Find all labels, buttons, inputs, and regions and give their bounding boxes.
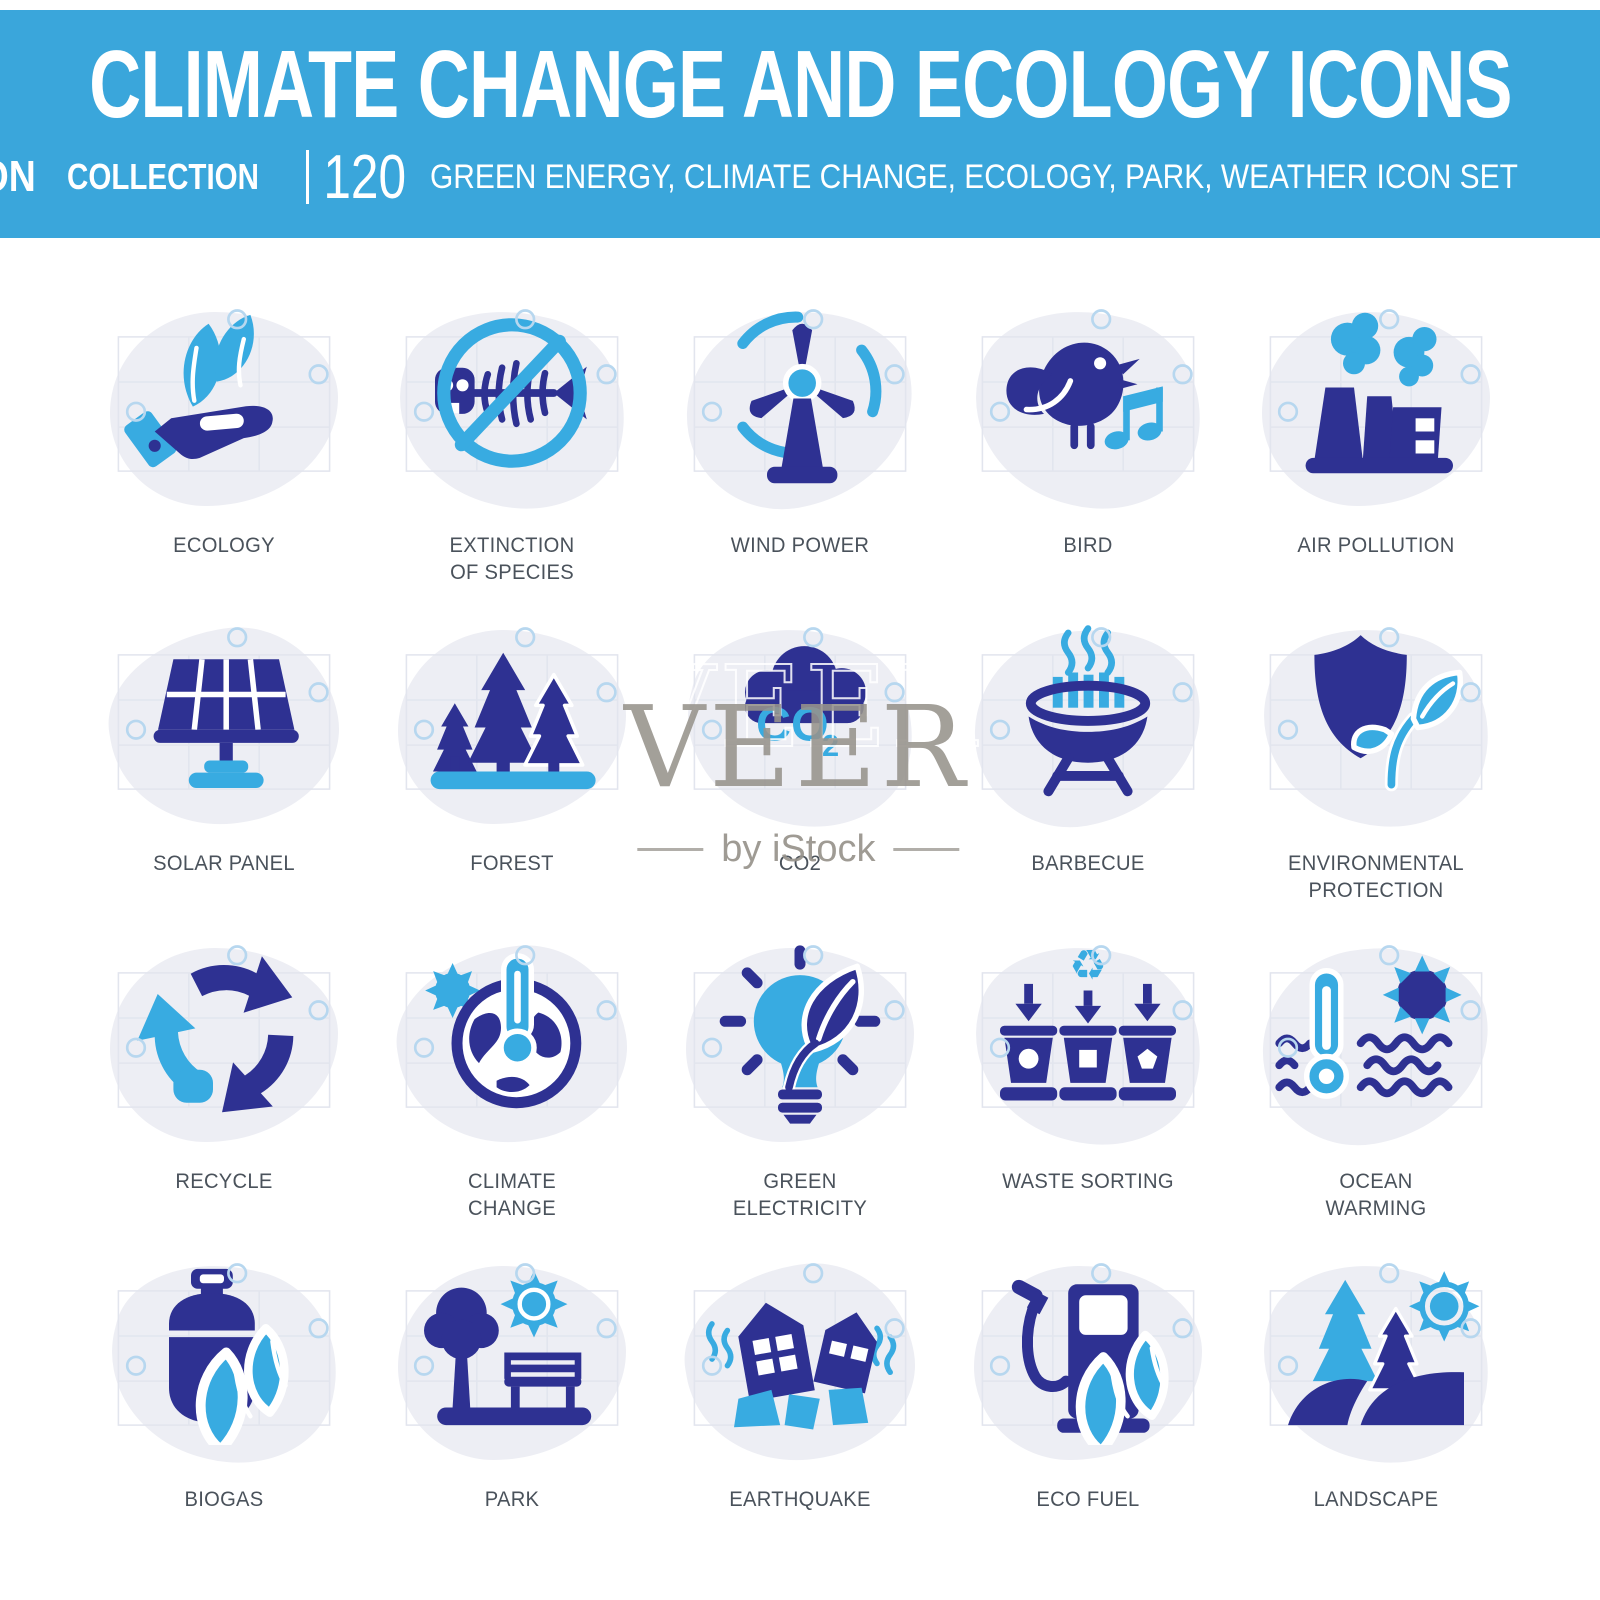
icon-label: WASTE SORTING [1002,1170,1174,1193]
icon-label: ECOLOGY [173,534,275,557]
header-banner: CLIMATE CHANGE AND ECOLOGY ICONS ICON CO… [0,10,1600,238]
icon-card-bird: BIRD [944,287,1232,614]
icon-card-waste-sorting: ♻ [944,923,1232,1250]
icon-art [1232,1241,1520,1485]
waste-sorting-icon: ♻ [1000,942,1176,1101]
eco-fuel-icon [1011,1279,1169,1445]
icon-art [1232,605,1520,849]
icon-art [1232,296,1520,528]
icon-grid: ECOLOGY [80,287,1520,1568]
icon-art [80,296,368,528]
icon-card-co2: CO 2 CO2 [656,605,944,932]
icon-label: CO2 [778,852,822,875]
icon-label: ENVIRONMENTAL PROTECTION [1288,852,1464,902]
icon-label: PARK [484,1488,540,1511]
icon-label: GREEN ELECTRICITY [732,1170,868,1220]
environmental-protection-icon [1314,635,1464,792]
icon-label: OCEAN WARMING [1325,1170,1427,1220]
icon-label: LANDSCAPE [1313,1488,1439,1511]
icon-art [368,614,656,846]
icon-label: AIR POLLUTION [1297,534,1455,557]
recycle-icon [128,942,320,1127]
recycle-glyph: ♻ [1069,942,1106,990]
green-electricity-icon [719,945,881,1124]
ecology-icon [124,308,273,468]
icon-card-earthquake: EARTHQUAKE [656,1247,944,1568]
icon-card-air-pollution: AIR POLLUTION [1232,296,1520,614]
icon-card-solar-panel: SOLAR PANEL [80,611,368,932]
icon-label: BARBECUE [1031,852,1145,875]
icon-card-barbecue: BARBECUE [944,611,1232,932]
ocean-warming-icon [1275,955,1462,1099]
icon-label: ECO FUEL [1036,1488,1140,1511]
icon-card-wind-power: WIND POWER [656,293,944,614]
icon-card-environmental-protection: ENVIRONMENTAL PROTECTION [1232,605,1520,932]
icon-card-extinction-of-species: EXTINCTION OF SPECIES [368,287,656,614]
collection-label: COLLECTION [66,156,259,198]
icon-art [944,1250,1232,1482]
icon-art [368,1250,656,1482]
icon-art [656,932,944,1164]
icon-art [656,293,944,528]
icon-label: BIOGAS [184,1488,264,1511]
svg-text:CO: CO [756,698,829,752]
icon-art [656,1247,944,1482]
icon-card-ecology: ECOLOGY [80,296,368,614]
icon-art [944,287,1232,531]
icon-label: RECYCLE [175,1170,273,1193]
landscape-icon [1288,1271,1480,1426]
icon-label: WIND POWER [730,534,870,557]
icon-art: CO 2 [656,605,944,849]
icon-art [368,929,656,1164]
icon-card-biogas: BIOGAS [80,1241,368,1568]
poster-subtitle: ICON COLLECTION 120 GREEN ENERGY, CLIMAT… [0,142,1600,213]
icon-label: BIRD [1063,534,1113,557]
collection-label-bold: ICON [0,152,36,202]
icon-art [80,932,368,1164]
icon-art [1232,929,1520,1164]
poster-title: CLIMATE CHANGE AND ECOLOGY ICONS [88,31,1512,139]
icon-card-forest: FOREST [368,614,656,932]
icon-label: CLIMATE CHANGE [468,1170,556,1220]
wind-power-icon [737,311,882,484]
icon-card-eco-fuel: ECO FUEL [944,1250,1232,1568]
collection-description: GREEN ENERGY, CLIMATE CHANGE, ECOLOGY, P… [430,157,1518,196]
icon-card-park: PARK [368,1250,656,1568]
icon-card-landscape: LANDSCAPE [1232,1241,1520,1568]
icon-card-ocean-warming: OCEAN WARMING [1232,929,1520,1250]
park-icon [424,1270,592,1426]
icon-card-climate-change: CLIMATE CHANGE [368,929,656,1250]
air-pollution-icon [1305,312,1453,474]
icon-card-green-electricity: GREEN ELECTRICITY [656,932,944,1250]
icon-art [80,1241,368,1485]
biogas-icon [169,1268,291,1445]
icon-art: ♻ [944,923,1232,1167]
icon-art [944,611,1232,846]
icon-art [80,611,368,846]
icon-card-recycle: RECYCLE [80,932,368,1250]
earthquake-icon [705,1302,897,1430]
barbecue-icon [1025,625,1151,797]
co2-cloud-icon: CO 2 [745,646,866,763]
icon-label: SOLAR PANEL [153,852,295,875]
forest-icon [430,652,596,790]
climate-change-icon [425,953,582,1109]
icon-art [368,287,656,531]
icon-label: FOREST [470,852,554,875]
svg-text:2: 2 [822,728,839,763]
icon-label: EARTHQUAKE [729,1488,871,1511]
divider-bar [305,150,309,205]
bird-icon [1006,342,1163,450]
icon-label: EXTINCTION OF SPECIES [449,534,575,584]
icon-count: 120 [323,142,406,212]
extinction-of-species-icon [435,318,587,468]
solar-panel-icon [153,659,299,788]
